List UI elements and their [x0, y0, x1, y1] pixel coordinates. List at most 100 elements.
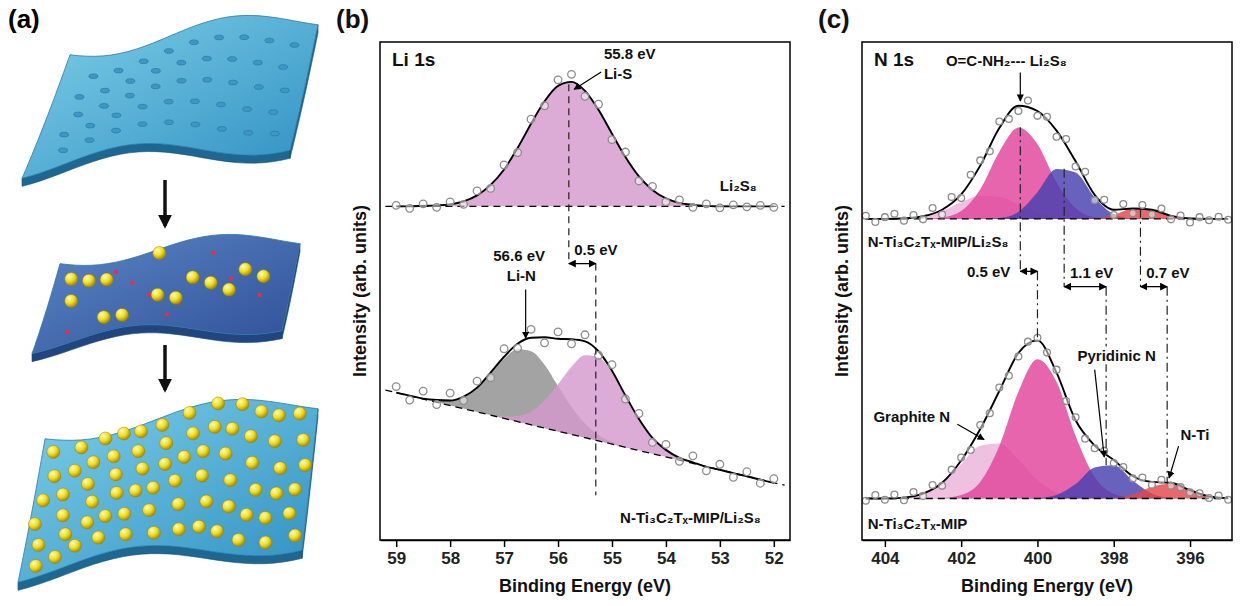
data-point	[1120, 464, 1127, 471]
data-point	[608, 136, 616, 144]
sulfur-particle	[259, 536, 272, 549]
data-point	[716, 461, 724, 469]
data-point	[958, 454, 965, 461]
component-peak	[396, 82, 774, 207]
label-background	[492, 247, 547, 265]
data-point	[703, 200, 711, 208]
pore	[229, 80, 238, 85]
panel-label: (c)	[818, 4, 850, 34]
data-point	[1044, 349, 1051, 356]
baseline	[385, 206, 784, 207]
plot-frame	[862, 42, 1232, 540]
shift-label: 0.5 eV	[574, 241, 617, 258]
sulfur-particle	[169, 474, 182, 487]
sulfur-particle	[244, 430, 257, 443]
shift-label: 0.7 eV	[1146, 264, 1189, 281]
sulfur-particle	[159, 457, 172, 470]
data-point	[891, 210, 898, 217]
pore	[151, 69, 160, 74]
sulfur-particle	[219, 447, 232, 460]
data-point	[1053, 133, 1060, 140]
sulfur-particle	[75, 441, 88, 454]
data-point	[392, 383, 400, 391]
sulfur-particle	[183, 406, 196, 419]
data-point	[419, 200, 427, 208]
data-point	[460, 201, 468, 209]
pore	[138, 122, 147, 127]
data-point	[1196, 490, 1203, 497]
tick-label: 400	[1024, 549, 1052, 568]
label-background	[602, 65, 633, 83]
annotation: Graphite N	[873, 408, 950, 425]
tick-label: 56	[549, 549, 568, 568]
sulfur-particle	[136, 462, 149, 475]
pore	[189, 40, 198, 45]
y-axis-title: Intensity (arb. units)	[832, 205, 852, 377]
sulfur-particle	[119, 528, 132, 541]
annotation-arrow	[1020, 73, 1021, 101]
nanosheet	[18, 397, 318, 590]
label-background	[619, 508, 763, 526]
label-background	[573, 240, 619, 258]
pore	[269, 110, 278, 115]
pore	[190, 99, 199, 104]
sheet-surface	[18, 399, 318, 582]
data-point	[1139, 474, 1146, 481]
data-point	[862, 212, 869, 219]
plot-frame	[380, 42, 790, 540]
data-point	[929, 482, 936, 489]
data-point	[446, 198, 454, 206]
data-point	[757, 202, 765, 210]
label-background	[602, 45, 657, 63]
data-point	[1072, 414, 1079, 421]
annotation: 56.6 eV	[493, 247, 545, 264]
data-point	[1129, 475, 1136, 482]
pore	[244, 131, 253, 136]
data-point	[527, 326, 535, 334]
sulfur-particle	[160, 437, 173, 450]
data-point	[1129, 210, 1136, 217]
pore	[265, 38, 274, 43]
sulfur-particle	[222, 500, 235, 513]
panel-label: (b)	[336, 4, 369, 34]
x-tick: 59	[387, 540, 406, 568]
reference-line	[595, 264, 596, 496]
tick-mark	[396, 540, 398, 547]
label-background	[718, 177, 758, 195]
data-point	[1063, 136, 1070, 143]
annotation: Li-S	[604, 65, 632, 82]
sulfur-particle	[187, 427, 200, 440]
chart-texts: (b)Li 1sBinding Energy (eV)Intensity (ar…	[336, 4, 762, 596]
sulfur-particle	[29, 559, 42, 572]
data-point	[881, 214, 888, 221]
data-point	[676, 458, 684, 466]
pore	[177, 78, 186, 83]
pore	[60, 132, 69, 137]
reference-line	[568, 84, 569, 263]
data-point	[689, 452, 697, 460]
component-peak	[396, 349, 774, 482]
pore	[151, 84, 160, 89]
shift-arrow	[569, 263, 596, 264]
data-point	[433, 401, 441, 409]
fit-envelope	[866, 106, 1228, 219]
pore	[217, 127, 226, 132]
component-peak	[866, 169, 1228, 219]
data-point	[541, 339, 549, 347]
x-tick: 58	[441, 540, 460, 568]
annotation-arrow	[574, 72, 601, 89]
sulfur-particle	[224, 474, 237, 487]
reference-line	[1020, 127, 1021, 271]
sulfur-particle	[293, 407, 306, 420]
annotation: Li-N	[507, 267, 536, 284]
shift-arrow	[1020, 271, 1037, 272]
pore	[75, 95, 84, 100]
sulfur-particle	[49, 550, 62, 563]
data-point	[1206, 495, 1213, 502]
x-tick: 56	[549, 540, 568, 568]
data-point	[770, 475, 778, 483]
data-point	[1063, 398, 1070, 405]
annotation: N-Ti₃C₂Tₓ-MIP/Li₂S₈	[620, 509, 761, 526]
annotation-arrow	[1095, 370, 1105, 457]
label-background	[1068, 263, 1114, 281]
